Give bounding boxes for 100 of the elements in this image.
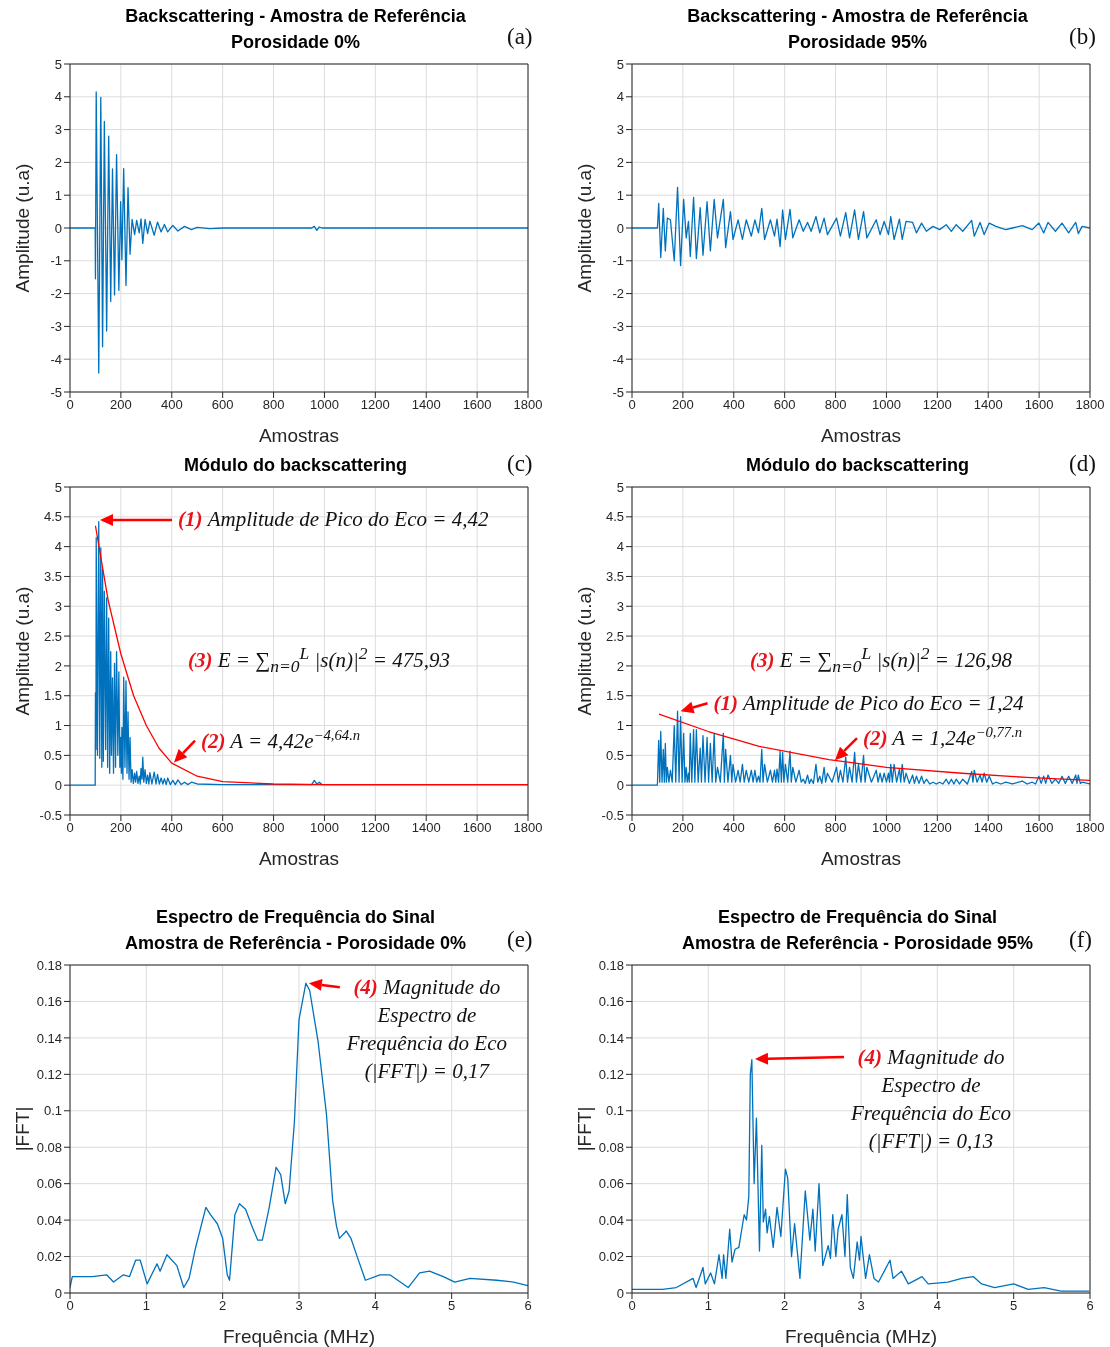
x-tick-label: 1000 xyxy=(871,397,901,413)
y-tick-label: 5 xyxy=(54,56,62,72)
y-tick-label: 1 xyxy=(54,187,62,203)
x-axis-title: Amostras xyxy=(820,425,902,446)
x-tick-label: 1600 xyxy=(1024,397,1054,413)
text: (c) xyxy=(507,451,533,476)
x-tick-label: 800 xyxy=(262,397,285,413)
y-tick-label: -4 xyxy=(50,351,62,367)
x-tick-label: 4 xyxy=(371,1298,379,1314)
y-tick-label: 5 xyxy=(616,56,624,72)
x-tick-label: 600 xyxy=(211,397,234,413)
chart-subtitle: Amostra de Referência - Porosidade 0% xyxy=(124,932,467,955)
x-axis-title: Amostras xyxy=(258,848,340,869)
y-tick-label: 3.5 xyxy=(605,569,624,585)
text: (f) xyxy=(1069,927,1092,952)
y-tick-label: 4 xyxy=(54,539,62,555)
y-tick-label: 0.08 xyxy=(36,1139,62,1155)
y-tick-label: 0.12 xyxy=(598,1066,624,1082)
annotation: (1) Amplitude de Pico do Eco = 4,42 xyxy=(178,507,489,531)
y-tick-label: 3 xyxy=(54,598,62,614)
x-tick-label: 4 xyxy=(933,1298,941,1314)
x-tick-label: 0 xyxy=(628,1298,636,1314)
x-tick-label: 2 xyxy=(219,1298,227,1314)
x-tick-label: 600 xyxy=(211,820,234,836)
y-tick-label: -4 xyxy=(612,351,624,367)
x-tick-label: 1400 xyxy=(973,397,1003,413)
x-tick-label: 600 xyxy=(773,820,796,836)
y-tick-label: -0.5 xyxy=(601,807,624,823)
y-tick-label: 2.5 xyxy=(43,628,62,644)
x-tick-label: 1400 xyxy=(411,820,441,836)
y-tick-label: 2 xyxy=(54,155,62,171)
x-tick-label: 400 xyxy=(722,820,745,836)
x-tick-label: 1800 xyxy=(513,820,543,836)
y-tick-label: 0.12 xyxy=(36,1066,62,1082)
y-tick-label: 5 xyxy=(616,479,624,495)
y-tick-label: 0.16 xyxy=(598,994,624,1010)
text: (a) xyxy=(507,24,533,49)
y-tick-label: -5 xyxy=(50,384,62,400)
chart-title: Espectro de Frequência do Sinal xyxy=(717,906,998,929)
annotation: (3) E = ∑$_{n=0}$$^{L}$ |s(n)|$^{2}$ = 475,93 xyxy=(188,643,450,677)
annotation: (2) A = 1,24e$^{−0,77.n}$ xyxy=(862,724,1023,751)
y-tick-label: 0.02 xyxy=(598,1249,624,1265)
y-tick-label: 1.5 xyxy=(43,688,62,704)
line-series xyxy=(632,186,1090,267)
x-tick-label: 200 xyxy=(110,820,132,836)
y-tick-label: 0.14 xyxy=(598,1030,624,1046)
line-series xyxy=(70,91,528,374)
x-tick-label: 1 xyxy=(142,1298,150,1314)
x-tick-label: 0 xyxy=(66,397,74,413)
chart-subtitle: Amostra de Referência - Porosidade 95% xyxy=(681,932,1034,955)
y-tick-label: 0.5 xyxy=(43,747,62,763)
x-tick-label: 800 xyxy=(262,820,285,836)
y-tick-label: 1 xyxy=(616,187,624,203)
y-tick-label: 0.1 xyxy=(43,1103,62,1119)
y-tick-label: 3 xyxy=(616,122,624,138)
y-tick-label: -1 xyxy=(50,253,62,269)
x-tick-label: 1400 xyxy=(411,397,441,413)
x-tick-label: 3 xyxy=(295,1298,303,1314)
y-axis-title: Amplitude (u.a) xyxy=(11,586,33,716)
y-tick-label: -1 xyxy=(612,253,624,269)
annotation: (3) E = ∑$_{n=0}$$^{L}$ |s(n)|$^{2}$ = 126,98 xyxy=(750,643,1012,677)
x-tick-label: 1800 xyxy=(1075,397,1105,413)
y-tick-label: 0 xyxy=(616,220,624,236)
chart-title: Espectro de Frequência do Sinal xyxy=(155,906,436,929)
y-tick-label: 2 xyxy=(616,658,624,674)
x-tick-label: 800 xyxy=(824,820,847,836)
chart-title: Backscattering - Amostra de Referência xyxy=(125,5,466,28)
x-tick-label: 5 xyxy=(1010,1298,1018,1314)
y-axis-title: Amplitude (u.a) xyxy=(573,163,595,293)
x-axis-title: Frequência (MHz) xyxy=(784,1326,938,1347)
y-axis-title: Amplitude (u.a) xyxy=(11,163,33,293)
y-tick-label: 0.5 xyxy=(605,747,624,763)
y-tick-label: 4 xyxy=(54,89,62,105)
chart-title: Módulo do backscattering xyxy=(183,454,408,477)
x-tick-label: 6 xyxy=(524,1298,532,1314)
x-tick-label: 2 xyxy=(781,1298,789,1314)
y-tick-label: 0 xyxy=(54,220,62,236)
y-tick-label: 0.14 xyxy=(36,1030,62,1046)
x-axis-title: Amostras xyxy=(820,848,902,869)
y-tick-label: 2 xyxy=(616,155,624,171)
y-tick-label: 0.16 xyxy=(36,994,62,1010)
annotation: (4) Magnitude do Espectro de Frequência do Eco (|FFT|) = 0,17 xyxy=(345,975,507,1084)
y-axis-title: |FFT| xyxy=(11,1106,33,1152)
y-tick-label: 3 xyxy=(616,598,624,614)
y-tick-label: 0.06 xyxy=(598,1176,624,1192)
x-tick-label: 0 xyxy=(628,397,636,413)
x-tick-label: 1000 xyxy=(309,820,339,836)
x-tick-label: 0 xyxy=(66,1298,74,1314)
x-tick-label: 1800 xyxy=(513,397,543,413)
x-tick-label: 1000 xyxy=(871,820,901,836)
y-tick-label: 4 xyxy=(616,539,624,555)
x-tick-label: 1200 xyxy=(360,820,390,836)
x-tick-label: 400 xyxy=(160,820,183,836)
y-tick-label: 0.1 xyxy=(605,1103,624,1119)
y-tick-label: -3 xyxy=(612,319,624,335)
y-tick-label: 0 xyxy=(616,777,624,793)
y-tick-label: 2.5 xyxy=(605,628,624,644)
y-tick-label: 1.5 xyxy=(605,688,624,704)
annotation: (1) Amplitude de Pico do Eco = 1,24 xyxy=(713,691,1025,716)
y-tick-label: 0.18 xyxy=(598,957,624,973)
